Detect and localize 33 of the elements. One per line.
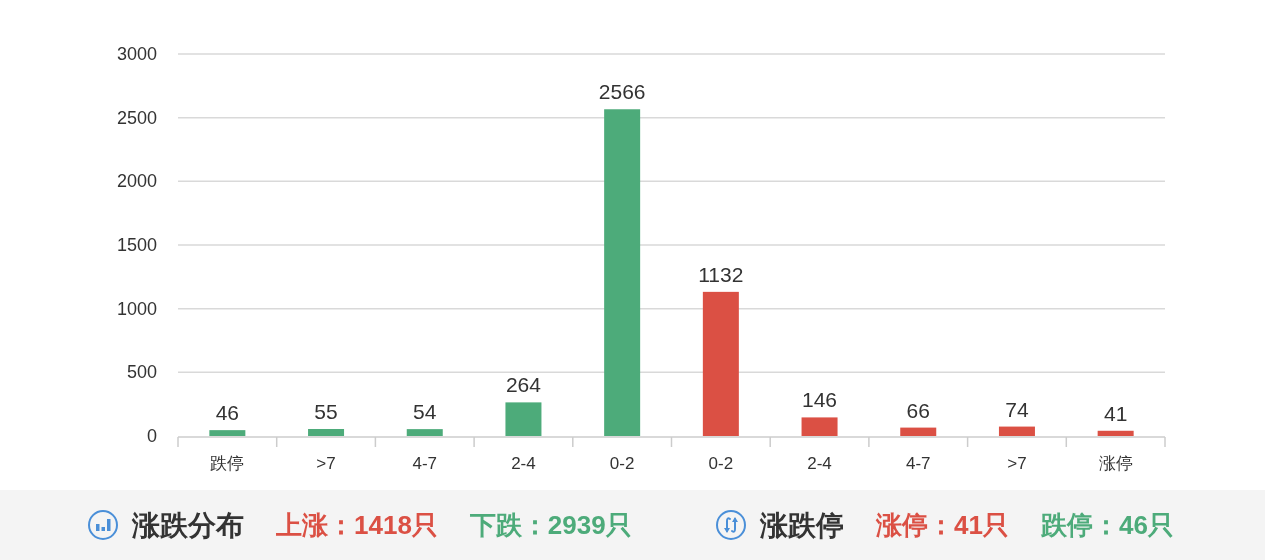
x-tick-label: 4-7 (905, 453, 931, 473)
y-tick-label: 2000 (116, 171, 157, 192)
data-label: 264 (505, 373, 541, 397)
data-label: 55 (314, 400, 338, 423)
annotation: 涨跌停 (760, 509, 844, 541)
x-tick-label: 4-7 (412, 453, 438, 473)
data-label: 146 (802, 388, 838, 412)
annotation: 跌停：46只 (1040, 510, 1174, 540)
x-tick-label: >7 (316, 453, 336, 473)
annotation: 下跌：2939只 (469, 510, 632, 540)
y-tick-label: 0 (147, 426, 157, 446)
x-tick-label: 2-4 (511, 453, 536, 473)
y-tick-label: 500 (126, 362, 157, 383)
annotation: 上涨：1418只 (276, 510, 438, 540)
x-tick-label: 跌停 (210, 453, 245, 473)
data-label: 1132 (698, 262, 744, 286)
y-tick-label: 1500 (116, 235, 157, 255)
annotation: 涨停：41只 (876, 510, 1009, 540)
y-tick-label: 1000 (116, 298, 157, 319)
y-tick-label: 3000 (116, 44, 157, 64)
x-tick-label: >7 (1007, 453, 1027, 473)
x-tick-label: 涨停 (1098, 453, 1133, 473)
data-label: 41 (1103, 401, 1128, 425)
data-label: 46 (215, 401, 240, 425)
annotation: 涨跌分布 (132, 509, 244, 541)
data-label: 74 (1005, 397, 1029, 421)
x-tick-label: 0-2 (708, 453, 734, 473)
x-tick-label: 2-4 (807, 453, 832, 473)
y-tick-label: 2500 (116, 107, 157, 128)
x-tick-label: 0-2 (609, 453, 635, 473)
data-label: 2566 (598, 80, 646, 104)
data-label: 66 (906, 398, 930, 422)
data-label: 54 (413, 400, 437, 424)
